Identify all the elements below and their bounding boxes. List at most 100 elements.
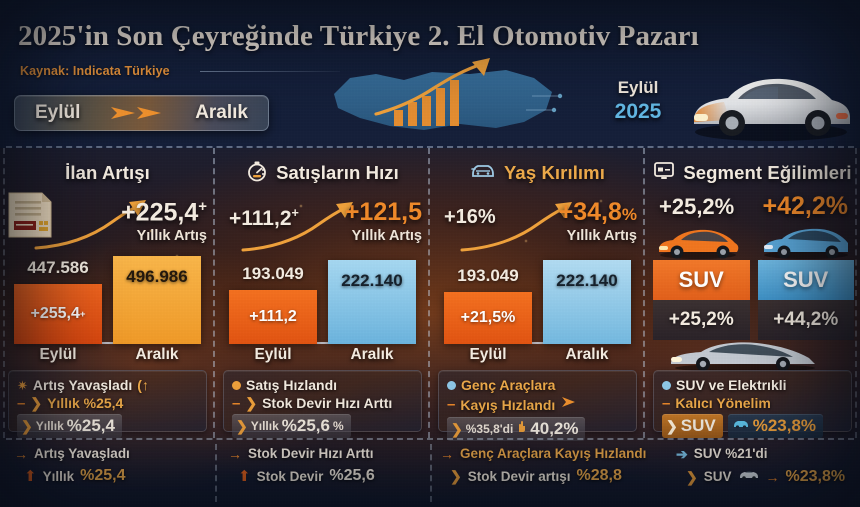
- note-highlight-chip: ❯ %35,8'di 40,2%: [447, 417, 586, 441]
- hand-icon: [516, 420, 527, 438]
- notes-panel: SUV ve Elektrıkli – Kalıcı Yönelim ❯ SUV: [653, 370, 852, 438]
- page-title: 2025'in Son Çeyreğinde Türkiye 2. El Oto…: [18, 20, 699, 52]
- dash-icon: –: [662, 394, 671, 412]
- bar-chart: 447.586 +255,4 + 496.986: [10, 256, 205, 344]
- note-text: Yıllık %25,4: [47, 395, 124, 411]
- bar-label-eylul: Eylül: [469, 346, 507, 363]
- growth-figure: +225,4+ Yıllık Artış: [82, 198, 207, 244]
- notes-panel: Satış Hızlandı – ❯ Stok Devir Hızı Arttı…: [223, 370, 422, 438]
- column-title: Yaş Kırılımı: [504, 162, 605, 183]
- notes-panel: ✷ Artış Yavaşladı (↑ – ❯ Yıllık %25,4 ❯ …: [8, 370, 207, 438]
- column-yas-kirilimi: Yaş Kırılımı +16% +34,8% Yıllık Artış 19…: [430, 148, 645, 441]
- footer-line-1: ➔ SUV %21'di: [676, 446, 856, 461]
- chip-value: %25,6: [281, 416, 330, 435]
- footer-line-2: ❯ Stok Devir artışı %28,8: [440, 467, 670, 485]
- dot-icon: [232, 380, 241, 390]
- chip-value: 40,2%: [530, 419, 579, 438]
- bar-group-eylul: 193.049 +21,5%: [444, 266, 532, 344]
- dash-icon: –: [232, 394, 241, 412]
- growth-row: +225,4+ Yıllık Artış: [0, 192, 215, 258]
- chip-electric-share[interactable]: %23,8%: [727, 414, 824, 438]
- silver-sedan-icon: [665, 338, 850, 372]
- growth-value: +121,5: [344, 198, 422, 226]
- bar-group-aralik: 222.140: [543, 260, 631, 344]
- note-line-1: ✷ Artış Yavaşladı (↑: [17, 377, 198, 393]
- segment-percentages: +25,2% +42,2%: [645, 192, 860, 222]
- footer-line-1: → Artış Yavaşladı: [14, 446, 214, 461]
- footer-line-2: ❯ SUV → %23,8%: [676, 467, 856, 486]
- bar-value: 193.049: [457, 265, 519, 285]
- note-line-2: – ❯ Yıllık %25,4: [17, 395, 198, 411]
- chip-value: %25,4: [66, 416, 115, 435]
- column-header: Yaş Kırılımı: [430, 158, 645, 188]
- note-text: Artış Yavaşladı: [32, 377, 133, 393]
- footer-value: %25,6: [329, 467, 375, 484]
- bar-group-aralik: 222.140: [328, 260, 416, 344]
- column-title: İlan Artışı: [65, 162, 150, 183]
- footer-divider-2: [430, 444, 432, 502]
- segment-box-left[interactable]: SUV +25,2%: [653, 260, 750, 340]
- right-edge-divider: [855, 148, 857, 438]
- source-label: Kaynak: Indicata Türkiye: [20, 64, 170, 78]
- bar-labels: Eylül Aralık: [225, 346, 420, 368]
- badge-month: Eylül: [617, 78, 659, 97]
- metric-columns: İlan Artışı +225,4+: [0, 148, 860, 441]
- period-range-pill[interactable]: Eylül Aralık: [14, 95, 269, 131]
- bar-group-eylul: 447.586 +255,4 +: [14, 258, 102, 344]
- note-highlight-chip: ❯ Yıllık %25,6 %: [232, 414, 351, 438]
- car-icon: [738, 467, 760, 486]
- chip-suffix: %: [332, 419, 344, 433]
- footer-divider-1: [215, 444, 217, 502]
- spark: [600, 200, 602, 202]
- bar-delta: +255,4 +: [30, 305, 86, 322]
- notes-panel: Genç Araçlara – Kayış Hızlandı ❯ %35,8'd…: [438, 370, 637, 441]
- dash-icon: –: [17, 394, 26, 412]
- footer-text: Genç Araçlara Kayış Hızlandı: [460, 446, 647, 461]
- bar-labels: Eylül Aralık: [10, 346, 205, 368]
- chip-label: SUV: [680, 416, 716, 435]
- footer-cell-1: → Artış Yavaşladı ⬆ Yıllık %25,4: [14, 446, 214, 504]
- chip-label: Yıllık: [35, 419, 64, 433]
- column-segment-egilimleri: Segment Eğilimleri +25,2% +42,2%: [645, 148, 860, 438]
- orange-suv-icon: [655, 224, 741, 265]
- note-line-2: – Kalıcı Yönelim: [662, 395, 843, 411]
- chevron-right-icon: ❯: [666, 418, 678, 434]
- footer-value: %25,4: [80, 467, 126, 484]
- footer-value: %28,8: [576, 467, 622, 484]
- column-title: Satışların Hızı: [276, 162, 399, 183]
- growth-figure: +121,5 Yıllık Artış: [297, 198, 422, 244]
- note-text: Stok Devir Hızı Arttı: [262, 395, 393, 411]
- footer: → Artış Yavaşladı ⬆ Yıllık %25,4 → Stok …: [0, 438, 860, 507]
- footer-line-2: ⬆ Stok Devir %25,6: [228, 467, 428, 485]
- chevron-right-icon: ❯: [245, 395, 258, 411]
- source-connector-line: [200, 71, 340, 72]
- note-line-1: Genç Araçlara: [447, 377, 628, 393]
- segment-box-right[interactable]: SUV +44,2%: [757, 260, 854, 340]
- column-divider: [213, 148, 215, 438]
- bar-delta: +21,5%: [460, 309, 516, 326]
- segment-delta: +44,2%: [757, 300, 854, 340]
- stopwatch-icon: [246, 160, 268, 187]
- segment-pct-right: +42,2%: [762, 192, 849, 220]
- up-arrow-icon: ⬆: [24, 467, 37, 485]
- column-header: Segment Eğilimleri: [645, 158, 860, 188]
- footer-line-2: ⬆ Yıllık %25,4: [14, 467, 214, 485]
- bar-value: 222.140: [341, 270, 403, 290]
- bar-label-aralik: Aralık: [350, 346, 394, 363]
- growth-value: +225,4+: [121, 198, 207, 227]
- bar-label-aralik: Aralık: [565, 346, 609, 363]
- note-text: Satış Hızlandı: [246, 377, 338, 393]
- badge-year: 2025: [614, 100, 662, 123]
- up-arrow-icon: ⬆: [238, 467, 251, 485]
- dot-blue-icon: [662, 380, 671, 390]
- footer-text: SUV %21'di: [693, 446, 768, 461]
- car-blue-icon: [732, 417, 750, 435]
- growth-caption: Yıllık Artış: [351, 228, 422, 244]
- bar-value: 447.586: [27, 257, 89, 277]
- chevron-right-icon: ❯: [30, 395, 43, 411]
- bar-value: 222.140: [556, 270, 618, 290]
- chip-suv[interactable]: ❯ SUV: [662, 414, 723, 438]
- note-line-1: SUV ve Elektrıkli: [662, 377, 843, 393]
- arrow-right-icon: →: [765, 468, 780, 485]
- column-divider: [428, 148, 430, 438]
